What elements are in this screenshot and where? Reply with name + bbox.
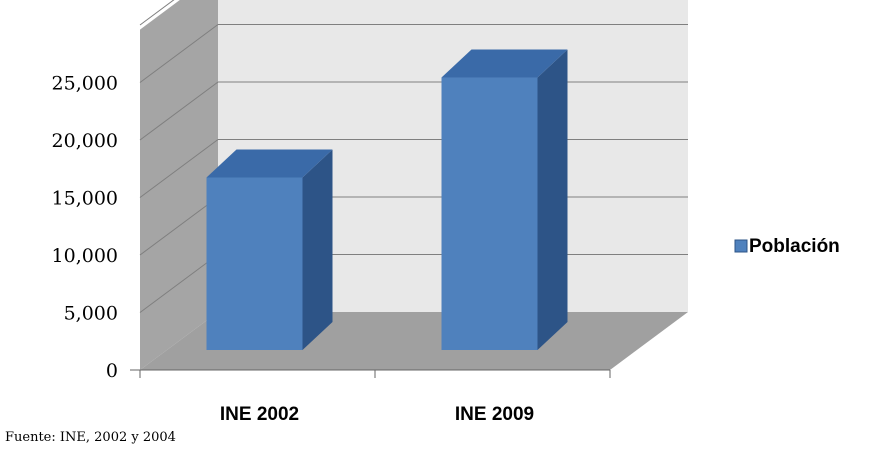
bar-side	[302, 149, 333, 350]
y-tick-label: 10,000	[52, 245, 118, 267]
y-tick-label: 25,000	[52, 73, 118, 95]
legend-label: Población	[749, 236, 840, 257]
x-tick-label: INE 2009	[455, 404, 534, 425]
gridline-side	[139, 24, 219, 83]
bar-2	[441, 49, 568, 350]
y-tick-label: 15,000	[52, 188, 118, 210]
side-wall	[140, 0, 218, 370]
bars	[206, 49, 568, 350]
legend: Población	[734, 236, 840, 257]
x-tick-label: INE 2002	[220, 404, 299, 425]
bar-top	[441, 49, 568, 78]
y-tick-label: 5,000	[64, 303, 118, 325]
gridline-side	[139, 254, 219, 313]
y-axis-ticks: 0 5,000 10,000 15,000 20,000 25,000	[52, 73, 140, 382]
gridline-side	[139, 139, 219, 198]
bar-top	[206, 149, 333, 178]
source-note: Fuente: INE, 2002 y 2004	[5, 430, 176, 445]
bar-front	[441, 77, 538, 350]
gridline-side	[139, 81, 219, 141]
legend-swatch	[734, 239, 748, 253]
y-tick-label: 0	[106, 360, 118, 382]
gridline-side	[139, 196, 219, 256]
y-tick-label: 20,000	[52, 130, 118, 152]
bar-side	[537, 49, 568, 350]
bar-1	[206, 149, 333, 350]
bar-front	[206, 177, 303, 350]
x-axis: INE 2002 INE 2009	[139, 369, 611, 425]
gridline-side	[139, 0, 175, 26]
